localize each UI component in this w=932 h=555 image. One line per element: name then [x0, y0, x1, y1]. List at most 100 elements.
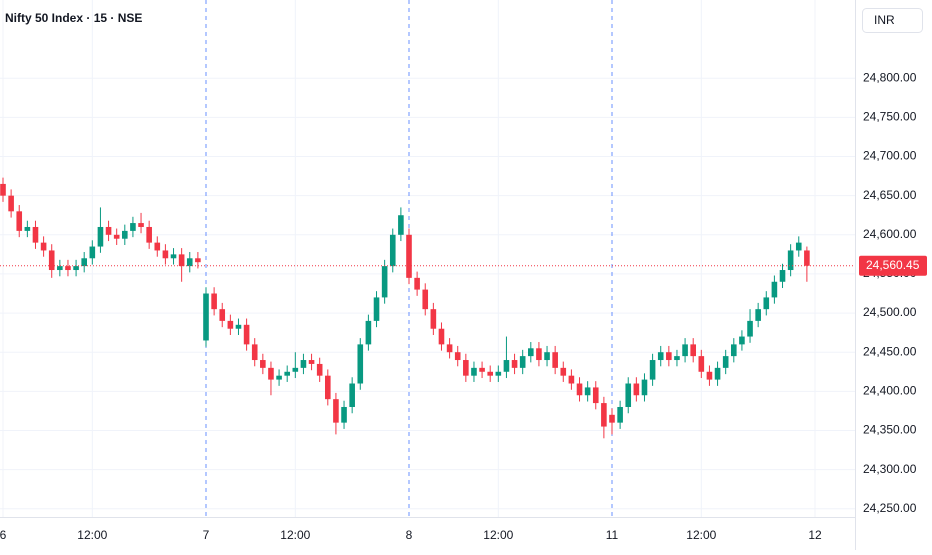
x-tick-label: 12:00	[686, 528, 716, 542]
candle-body	[333, 399, 339, 423]
candle-body	[284, 371, 290, 376]
candle-body	[804, 250, 810, 266]
candle-body	[122, 230, 128, 239]
plot	[0, 0, 855, 517]
candle-body	[795, 242, 802, 251]
candle-body	[24, 226, 31, 231]
candle-body	[292, 367, 299, 372]
y-tick-label: 24,350.00	[863, 423, 917, 437]
candle-body	[479, 367, 485, 372]
y-tick-label: 24,650.00	[863, 188, 917, 202]
candle-body	[260, 360, 266, 368]
candle-body	[357, 344, 364, 384]
candle-body	[154, 242, 161, 251]
candle-body	[316, 363, 323, 376]
x-tick-label: 11	[606, 528, 619, 542]
candle-body	[105, 226, 112, 235]
candle-body	[0, 183, 6, 196]
candle-body	[16, 211, 23, 231]
candle-body	[219, 309, 226, 321]
candle-body	[130, 223, 136, 231]
candle-body	[617, 406, 623, 423]
candle-body	[97, 226, 104, 247]
candle-body	[89, 246, 96, 259]
candle-body	[57, 266, 63, 271]
candle-body	[487, 371, 493, 376]
candle-body	[178, 254, 185, 267]
candle-body	[503, 360, 510, 372]
candle-body	[48, 250, 55, 271]
candle-body	[544, 352, 550, 361]
y-tick-label: 24,450.00	[863, 344, 917, 358]
candle-body	[641, 379, 648, 396]
candle-body	[601, 403, 607, 427]
candle-body	[430, 309, 437, 329]
candle-body	[666, 352, 672, 361]
candle-body	[243, 324, 250, 345]
y-tick-label: 24,400.00	[863, 384, 917, 398]
candle-body	[576, 383, 583, 396]
candle-body	[731, 344, 737, 357]
candle-body	[186, 258, 193, 267]
candle-body	[373, 297, 380, 321]
x-tick-label: 6	[0, 528, 7, 542]
candle-body	[81, 258, 87, 267]
candle-body	[389, 234, 396, 267]
candle-body	[203, 293, 209, 341]
candle-body	[406, 234, 412, 278]
candle-body	[747, 320, 753, 337]
candle-body	[211, 293, 217, 310]
candle-body	[454, 352, 461, 361]
candle-body	[446, 344, 453, 353]
candle-body	[592, 387, 599, 404]
candle-body	[633, 383, 640, 396]
last-price-label: 24,560.45	[866, 258, 920, 272]
last-price-box	[859, 255, 927, 276]
candle-body	[584, 387, 591, 396]
candle-body	[365, 320, 372, 345]
x-tick-label: 12:00	[280, 528, 310, 542]
candle-body	[560, 367, 567, 376]
candle-body	[536, 348, 542, 361]
candle-body	[625, 383, 632, 407]
candle-body	[170, 254, 177, 259]
y-tick-label: 24,500.00	[863, 305, 917, 319]
candle-body	[138, 223, 144, 227]
candle-body	[414, 277, 420, 290]
candle-body	[227, 320, 234, 329]
candle-body	[706, 371, 713, 380]
candle-body	[519, 356, 526, 368]
candle-body	[65, 266, 71, 271]
candle-body	[32, 226, 39, 243]
x-tick-label: 12:00	[77, 528, 107, 542]
candle-body	[657, 352, 664, 361]
x-tick-label: 12:00	[483, 528, 513, 542]
candle-body	[349, 383, 355, 407]
candle-body	[325, 375, 331, 400]
candle-body	[251, 344, 258, 361]
candle-body	[300, 360, 307, 368]
candle-body	[649, 360, 656, 380]
y-tick-label: 24,300.00	[863, 462, 917, 476]
candle-body	[195, 258, 201, 263]
x-tick-label: 8	[406, 528, 413, 542]
currency-box[interactable]	[862, 8, 923, 33]
candle-body	[398, 215, 404, 235]
y-tick-label: 24,750.00	[863, 110, 917, 124]
candle-body	[568, 375, 575, 384]
y-tick-label: 24,800.00	[863, 70, 917, 84]
candle-body	[722, 356, 729, 368]
candle-body	[674, 356, 680, 361]
candle-body	[552, 352, 558, 368]
candle-body	[739, 336, 745, 345]
y-tick-label: 24,700.00	[863, 149, 917, 163]
candle-body	[276, 375, 282, 380]
candle-body	[471, 367, 477, 376]
candle-body	[341, 406, 347, 423]
currency[interactable]: INR	[874, 13, 895, 27]
candle-body	[511, 360, 518, 368]
candle-body	[162, 250, 169, 259]
chart-title: Nifty 50 Index · 15 · NSE	[5, 11, 142, 25]
